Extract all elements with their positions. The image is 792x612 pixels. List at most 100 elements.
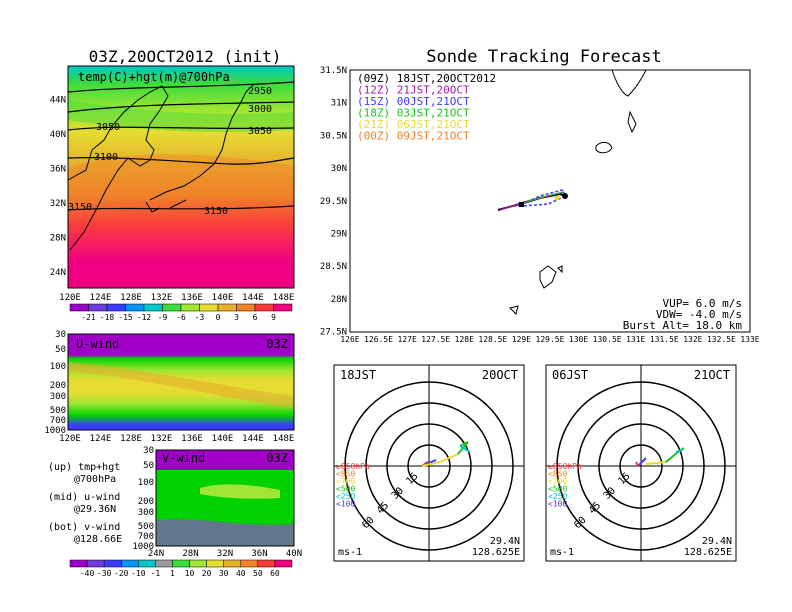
y-tick-label: 300 <box>138 508 154 518</box>
y-tick-label: 28.5N <box>320 262 347 272</box>
colorbar-label: 0 <box>216 313 221 322</box>
y-tick-label: 31N <box>331 99 347 109</box>
colorbar-label: 1 <box>170 569 175 578</box>
level-label: <100 <box>336 500 355 509</box>
u-wind-label: U-wind <box>76 337 119 351</box>
x-tick-label: 28N <box>182 549 198 559</box>
legend-entry: (12Z) 21JST,20OCT <box>357 84 470 97</box>
track-legend: (09Z) 18JST,20OCT2012(12Z) 21JST,20OCT(1… <box>357 72 496 143</box>
y-tick-label: 30N <box>331 164 347 174</box>
x-tick-label: 140E <box>212 293 234 303</box>
note-line: (mid) u-wind <box>48 492 120 503</box>
legend-entry: (21Z) 06JST,21OCT <box>357 118 470 131</box>
colorbar-label: -40 <box>80 569 95 578</box>
x-tick-label: 132E <box>683 335 702 344</box>
colorbar-label: -10 <box>131 569 146 578</box>
colorbar-label: 50 <box>253 569 263 578</box>
v-wind-pocket <box>200 484 280 499</box>
colorbar-label: 9 <box>271 313 276 322</box>
legend-entry: (09Z) 18JST,20OCT2012 <box>357 72 496 85</box>
island-small <box>509 305 519 315</box>
x-tick-label: 124E <box>90 293 112 303</box>
level-label: <700 <box>336 477 355 486</box>
colorbar-label: 6 <box>253 313 258 322</box>
colorbar-label: 60 <box>270 569 280 578</box>
x-tick-label: 132E <box>151 434 173 444</box>
track-blue <box>517 189 568 207</box>
colorbar-swatch <box>172 559 190 568</box>
wind-trace <box>459 445 471 453</box>
level-label: <850 <box>548 470 567 479</box>
japan-outline <box>145 83 255 213</box>
contour-2950 <box>67 81 295 93</box>
legend-entry: (15Z) 00JST,21OCT <box>357 95 470 108</box>
lat-label: 29.4N <box>490 536 520 547</box>
y-tick-label: 28N <box>50 234 66 244</box>
colorbar-label: 3 <box>234 313 239 322</box>
left-title: 03Z,20OCT2012 (init) <box>89 47 282 66</box>
unit-label: ms-1 <box>338 547 362 558</box>
contour-3150 <box>67 205 295 211</box>
x-tick-label: 36N <box>251 549 267 559</box>
level-label: <850 <box>336 470 355 479</box>
colorbar-label: -12 <box>137 313 152 322</box>
x-tick-label: 128E <box>455 335 474 344</box>
landing-point-yellow <box>554 195 560 201</box>
colorbar-label: -30 <box>97 569 112 578</box>
v-wind-upper <box>156 450 294 470</box>
y-tick-label: 500 <box>138 522 154 532</box>
island-tanegashima <box>627 110 637 134</box>
y-tick-label: 1000 <box>44 426 66 436</box>
y-tick-label: 500 <box>50 406 66 416</box>
level-label: <250 <box>336 492 355 501</box>
colorbar-swatch <box>180 303 200 312</box>
wind-trace <box>635 461 639 467</box>
colorbar-swatch <box>69 303 89 312</box>
y-tick-label: 700 <box>50 416 66 426</box>
x-tick-label: 133E <box>740 335 759 344</box>
level-label: ≥850hPa <box>336 462 370 471</box>
contour-label: 3150 <box>204 206 228 217</box>
wind-trace <box>675 449 683 453</box>
note-line: @29.36N <box>74 504 116 515</box>
y-tick-label: 24N <box>50 268 66 278</box>
y-tick-label: 200 <box>50 381 66 391</box>
contour-label: 3050 <box>96 122 120 133</box>
note-line: (up) tmp+hgt <box>48 462 120 473</box>
contour-3100 <box>67 157 295 165</box>
x-tick-label: 148E <box>273 293 295 303</box>
coastline <box>67 85 169 251</box>
track-x-ticks: 126E 126.5E 127E 127.5E 128E 128.5E 129E 129.5E… <box>340 335 759 344</box>
y-tick-label: 700 <box>138 532 154 542</box>
x-tick-label: 120E <box>59 434 81 444</box>
colorbar-label: 30 <box>219 569 229 578</box>
level-label: <700 <box>548 477 567 486</box>
warm-tongue <box>68 154 294 210</box>
x-tick-label: 136E <box>181 293 203 303</box>
note-line: @700hPa <box>74 474 116 485</box>
note-line: (bot) v-wind <box>48 522 120 533</box>
x-tick-label: 140E <box>212 434 234 444</box>
colorbar-swatch <box>125 303 145 312</box>
x-tick-label: 132.5E <box>707 335 736 344</box>
hodograph-time: 18JST <box>340 368 376 382</box>
x-tick-label: 127E <box>398 335 417 344</box>
v-wind-low <box>156 519 294 546</box>
u-wind-frame <box>67 333 295 431</box>
colorbar-label: -3 <box>195 313 205 322</box>
colorbar-swatch <box>199 303 219 312</box>
wind-trace <box>645 461 667 465</box>
hodograph-time: 06JST <box>552 368 588 382</box>
y-tick-label: 36N <box>50 165 66 175</box>
u-x-ticks: 120E 124E 128E 132E 136E 140E 144E 148E <box>59 434 294 444</box>
y-tick-label: 30 <box>143 446 154 456</box>
lon-label: 128.625E <box>684 547 732 558</box>
track-green <box>519 191 565 205</box>
x-tick-label: 126E <box>340 335 359 344</box>
colorbar-swatch <box>103 559 122 568</box>
y-tick-label: 44N <box>50 96 66 106</box>
colorbar-label: 20 <box>202 569 212 578</box>
y-tick-label: 50 <box>143 461 154 471</box>
colorbar-swatch <box>189 559 207 568</box>
